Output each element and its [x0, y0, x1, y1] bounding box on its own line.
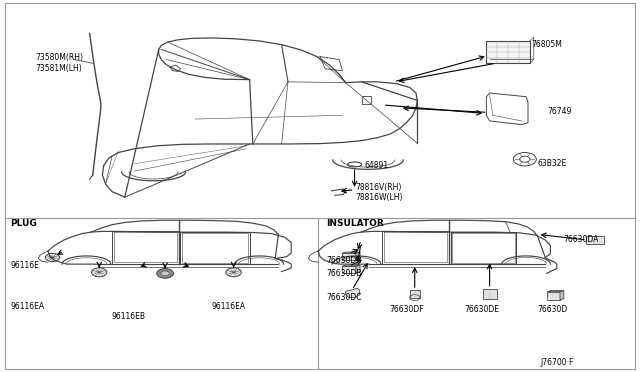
- Polygon shape: [560, 291, 564, 300]
- Text: 76630D: 76630D: [538, 305, 568, 314]
- Polygon shape: [346, 288, 360, 298]
- Text: 73581M(LH): 73581M(LH): [35, 64, 82, 73]
- Text: 63B32E: 63B32E: [538, 159, 567, 168]
- Text: 96116EB: 96116EB: [112, 312, 146, 321]
- Bar: [410, 290, 420, 298]
- Text: 78816W(LH): 78816W(LH): [355, 193, 403, 202]
- Bar: [483, 289, 497, 299]
- Bar: [586, 236, 604, 244]
- Text: 76630DE: 76630DE: [465, 305, 500, 314]
- Text: 76749: 76749: [547, 107, 572, 116]
- Circle shape: [161, 271, 169, 276]
- Text: J76700·F: J76700·F: [541, 358, 574, 367]
- Polygon shape: [342, 265, 360, 266]
- Text: INSULATOR: INSULATOR: [326, 219, 384, 228]
- Bar: [486, 41, 530, 63]
- Text: 76630DA: 76630DA: [563, 235, 598, 244]
- Polygon shape: [547, 291, 564, 292]
- Text: 64891: 64891: [365, 161, 389, 170]
- Text: 76630DC: 76630DC: [326, 293, 362, 302]
- Text: 96116EA: 96116EA: [211, 302, 245, 311]
- Text: PLUG: PLUG: [10, 219, 37, 228]
- Bar: [342, 253, 356, 260]
- Polygon shape: [356, 265, 360, 273]
- Text: 76630DB: 76630DB: [326, 269, 362, 278]
- Circle shape: [157, 269, 173, 278]
- Text: 96116EA: 96116EA: [10, 302, 44, 311]
- Text: 73580M(RH): 73580M(RH): [35, 53, 83, 62]
- Text: 76805M: 76805M: [531, 40, 562, 49]
- Polygon shape: [356, 252, 360, 260]
- Bar: [547, 292, 560, 300]
- Text: 78816V(RH): 78816V(RH): [355, 183, 401, 192]
- Text: 76630DF: 76630DF: [389, 305, 424, 314]
- Text: 96116E: 96116E: [10, 262, 39, 270]
- Polygon shape: [342, 252, 360, 253]
- Bar: [342, 266, 356, 273]
- Text: 76630DB: 76630DB: [326, 256, 362, 265]
